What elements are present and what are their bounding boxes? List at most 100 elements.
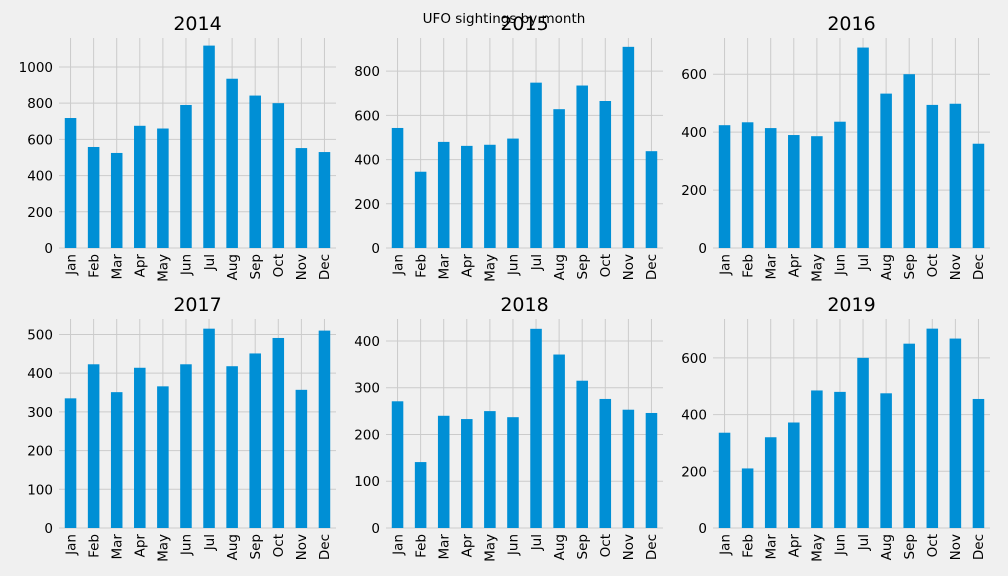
suptitle: UFO sightings by month [423,11,586,27]
x-tick-label: Nov [294,254,310,280]
x-tick-label: May [810,534,826,562]
x-tick-label: Sep [575,254,591,279]
x-tick-label: Feb [413,534,429,558]
x-tick-label: Dec [971,534,987,560]
y-tick-label: 400 [681,125,707,141]
x-tick-label: May [483,534,499,562]
bar-Sep [576,85,588,249]
bar-Oct [926,104,939,249]
y-tick-label: 400 [27,169,53,185]
y-tick-label: 100 [354,474,380,490]
x-tick-label: Apr [133,534,149,558]
y-tick-label: 400 [354,334,380,350]
bar-Mar [764,128,777,248]
bar-Oct [599,101,612,248]
x-tick-label: Jan [390,534,406,556]
y-tick-label: 400 [27,366,53,382]
x-tick-label: Jun [506,254,522,276]
x-tick-label: Nov [621,534,637,560]
bar-Nov [622,46,635,249]
x-tick-label: Oct [271,254,287,277]
x-tick-label: Jul [856,254,872,271]
x-tick-label: Aug [552,254,568,280]
y-tick-label: 200 [27,205,53,221]
y-tick-label: 0 [698,241,707,257]
x-tick-label: Jan [717,534,733,556]
bar-Jun [507,138,519,248]
x-tick-label: Jun [833,534,849,556]
x-tick-label: Feb [740,534,756,558]
bar-Apr [788,135,800,248]
bar-Oct [926,328,939,528]
bar-Apr [461,145,473,248]
y-tick-label: 0 [698,521,707,537]
y-tick-label: 200 [354,427,380,443]
x-tick-label: Apr [787,254,803,278]
bar-Apr [788,422,800,528]
bar-Nov [949,103,962,248]
bar-May [157,386,169,528]
x-tick-label: Oct [598,254,614,277]
bar-Jun [834,121,846,248]
x-tick-label: Feb [86,254,102,278]
x-tick-label: Dec [317,534,333,560]
x-tick-label: Jun [179,254,195,276]
bar-Feb [87,364,100,528]
subplot-title: 2015 [500,13,548,35]
bar-Feb [741,468,754,528]
x-tick-label: Dec [644,254,660,280]
x-tick-label: Mar [436,534,452,560]
x-tick-label: Jun [179,534,195,556]
x-tick-label: Mar [763,534,779,560]
bar-Feb [87,146,100,248]
x-tick-label: May [156,534,172,562]
subplot-2019: 0 200 400 600 Jan Feb Mar Apr May Jun Jul Aug Sep Oct… [681,294,990,562]
x-tick-label: Sep [902,534,918,559]
bar-Jan [64,398,77,528]
y-tick-label: 600 [681,67,707,83]
x-tick-label: Aug [225,534,241,560]
y-tick-label: 600 [354,108,380,124]
bar-Mar [764,437,777,528]
y-tick-label: 200 [681,464,707,480]
y-tick-label: 0 [371,521,380,537]
bar-Dec [645,151,658,248]
x-tick-label: Oct [925,254,941,277]
x-tick-label: Jun [833,254,849,276]
subplot-2018: 0 100 200 300 400 Jan Feb Mar Apr May Jun Jul Aug Sep… [354,294,663,562]
bar-Feb [414,171,427,248]
x-tick-label: Feb [740,254,756,278]
x-tick-label: Nov [948,534,964,560]
x-tick-label: Dec [317,254,333,280]
x-tick-label: May [156,254,172,282]
subplot-title: 2014 [173,13,221,35]
x-tick-label: Mar [763,254,779,280]
bar-Aug [880,393,892,528]
x-tick-label: Mar [109,254,125,280]
bar-Jul [530,328,542,528]
subplot-title: 2019 [827,294,875,316]
subplot-2016: 0 200 400 600 Jan Feb Mar Apr May Jun Jul Aug Sep Oct… [681,13,990,282]
bar-Mar [437,141,450,248]
x-tick-label: Aug [225,254,241,280]
y-tick-label: 200 [27,444,53,460]
bar-Nov [949,338,962,528]
bar-Nov [295,148,308,248]
bar-Aug [226,366,238,528]
subplot-2014: 0 200 400 600 800 1000 Jan Feb Mar Apr May Jun Jul Au… [19,13,336,282]
y-tick-label: 400 [681,408,707,424]
y-tick-label: 800 [27,96,53,112]
y-tick-label: 400 [354,153,380,169]
x-tick-label: Oct [925,534,941,557]
x-tick-label: Oct [598,534,614,557]
bar-Sep [903,74,915,248]
x-tick-label: Mar [436,254,452,280]
x-tick-label: Apr [787,534,803,558]
bar-Dec [318,330,331,528]
subplot-2015: 0 200 400 600 800 Jan Feb Mar Apr May Jun Jul Aug Sep… [354,13,663,282]
x-tick-label: Jan [717,254,733,276]
bar-Jan [391,401,404,528]
subplot-title: 2018 [500,294,548,316]
bar-May [811,390,823,528]
bar-Apr [461,419,473,528]
